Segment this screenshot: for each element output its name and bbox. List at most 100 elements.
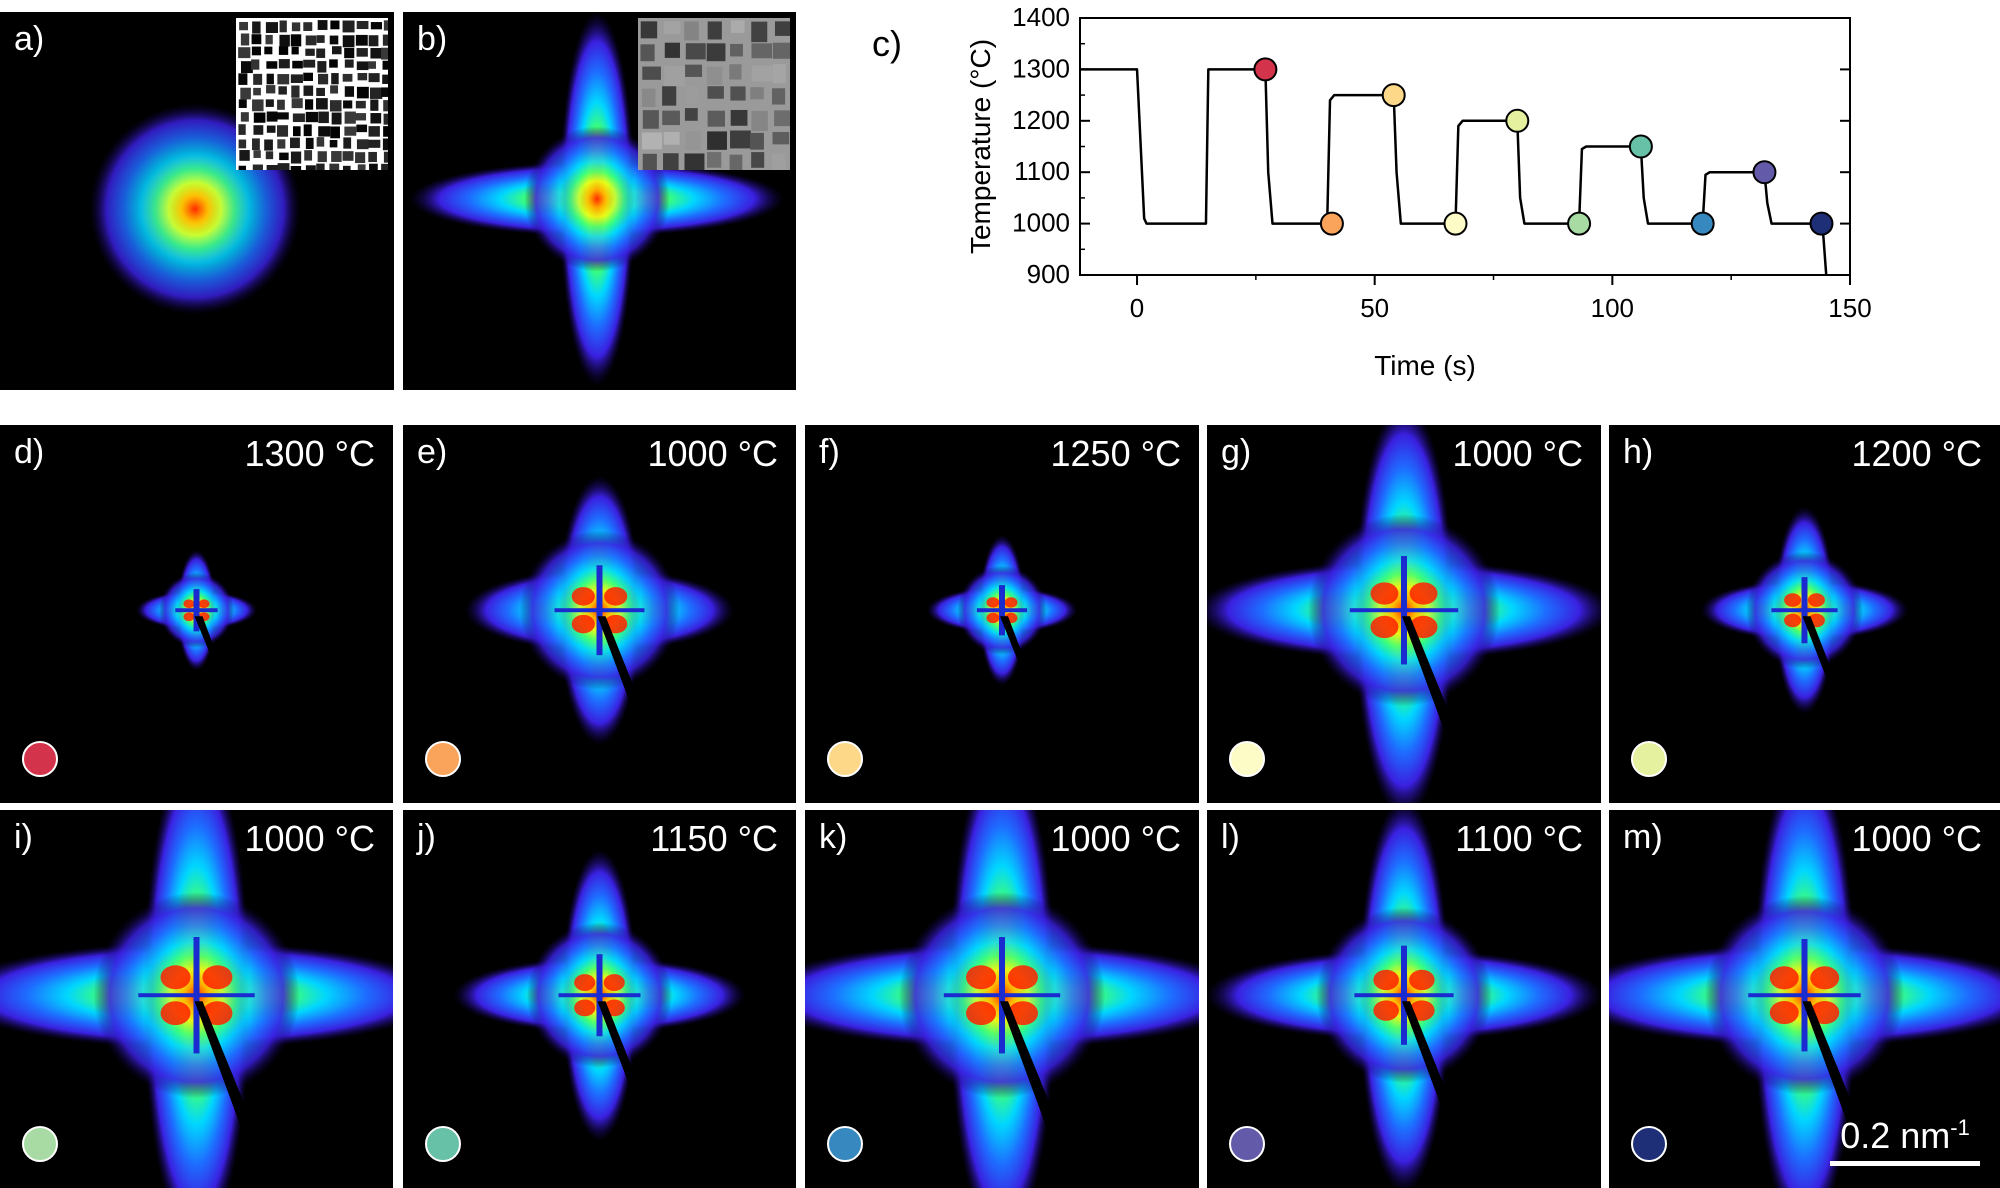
precipitate (641, 132, 663, 150)
precipitate (663, 131, 680, 145)
color-marker-dot (22, 1126, 58, 1162)
precipitate (640, 44, 655, 62)
precipitate (662, 110, 680, 126)
panel-label-b: b) (417, 20, 448, 58)
precipitate (331, 112, 342, 125)
precipitate (318, 111, 329, 124)
precipitate (342, 20, 355, 33)
precipitate (342, 73, 353, 82)
sampling-point-marker (1567, 211, 1592, 236)
intensity-maximum (183, 599, 195, 609)
scale-bar-line (1830, 1161, 1980, 1166)
precipitate (370, 47, 382, 59)
y-tick-label: 1100 (1014, 156, 1070, 186)
precipitate (342, 151, 354, 161)
precipitate (343, 100, 353, 109)
precipitate (356, 124, 368, 133)
x-tick-label: 150 (1828, 293, 1871, 323)
precipitate (329, 163, 340, 170)
precipitate (303, 85, 314, 96)
precipitate (730, 20, 745, 33)
precipitate (278, 59, 290, 69)
precipitate (772, 153, 786, 170)
beamstop-horizontal (138, 993, 255, 998)
sampling-point-marker (1505, 108, 1530, 133)
precipitate (329, 139, 338, 148)
panel-label: h) (1623, 433, 1654, 471)
intensity-maximum (160, 965, 191, 990)
precipitate (663, 21, 681, 35)
beamstop-horizontal (554, 608, 645, 613)
precipitate (305, 137, 314, 150)
intensity-maximum (1769, 966, 1799, 990)
precipitate (317, 61, 327, 73)
precipitate (381, 47, 388, 60)
temperature-profile-line (1080, 68, 1828, 276)
precipitate (662, 86, 677, 106)
precipitate (772, 42, 790, 59)
sampling-point-marker (1381, 83, 1406, 108)
panel-label-a: a) (14, 20, 45, 58)
precipitate (279, 20, 287, 33)
beamstop-arm (597, 616, 658, 752)
intensity-maximum (1409, 969, 1435, 991)
beamstop-arm (1000, 1001, 1077, 1179)
intensity-maximum (986, 597, 1000, 608)
saxs-panel-e: e) 1000 °C (403, 425, 796, 803)
saxs-panel-a: a) (0, 12, 394, 390)
precipitate (305, 111, 318, 123)
intensity-maximum (1810, 1001, 1840, 1025)
precipitate (642, 153, 657, 170)
precipitate (342, 35, 355, 48)
microstructure-inset-b (638, 18, 790, 170)
y-tick-label: 1400 (1012, 2, 1070, 32)
precipitate (317, 151, 327, 163)
panel-label: l) (1221, 818, 1240, 856)
y-tick-label: 1300 (1012, 53, 1070, 83)
x-axis-label: Time (s) (1374, 350, 1476, 381)
precipitate (277, 74, 290, 85)
precipitate (706, 152, 722, 168)
panel-label: e) (417, 433, 448, 471)
precipitate (252, 164, 263, 170)
intensity-maximum (202, 1001, 233, 1026)
precipitate (266, 73, 274, 85)
scattering-pattern (1207, 425, 1601, 803)
precipitate (252, 138, 260, 151)
scattering-pattern (1609, 810, 2000, 1188)
precipitate (772, 88, 786, 105)
saxs-panel-h: h) 1200 °C (1609, 425, 2000, 803)
scattering-pattern (805, 810, 1199, 1188)
precipitate (382, 60, 388, 70)
precipitate (316, 98, 328, 110)
sampling-point-marker (1319, 211, 1344, 236)
precipitate (278, 46, 289, 55)
intensity-maximum (986, 612, 1000, 624)
precipitate (642, 110, 659, 129)
intensity-maximum (574, 974, 596, 992)
precipitate (751, 65, 773, 82)
intensity-maximum (1810, 966, 1840, 990)
intensity-maximum (571, 614, 595, 634)
precipitate (684, 21, 699, 41)
scattering-pattern (1700, 506, 1909, 715)
precipitate (290, 137, 300, 149)
color-marker-dot (1631, 1126, 1667, 1162)
precipitate (303, 124, 312, 137)
precipitate (316, 87, 325, 97)
intensity-maximum (1370, 582, 1399, 605)
precipitate (303, 59, 316, 68)
color-marker-dot (1229, 1126, 1265, 1162)
color-marker-dot (827, 1126, 863, 1162)
beamstop-arm (1802, 616, 1848, 715)
precipitate (685, 43, 706, 60)
scattering-pattern (453, 848, 746, 1142)
panel-label: d) (14, 433, 45, 471)
scattering-pattern (464, 475, 735, 752)
precipitate (383, 151, 388, 163)
precipitate (292, 126, 301, 137)
precipitate (265, 151, 274, 160)
beamstop-horizontal (558, 993, 641, 998)
intensity-maximum (160, 1001, 191, 1026)
precipitate (706, 66, 723, 86)
